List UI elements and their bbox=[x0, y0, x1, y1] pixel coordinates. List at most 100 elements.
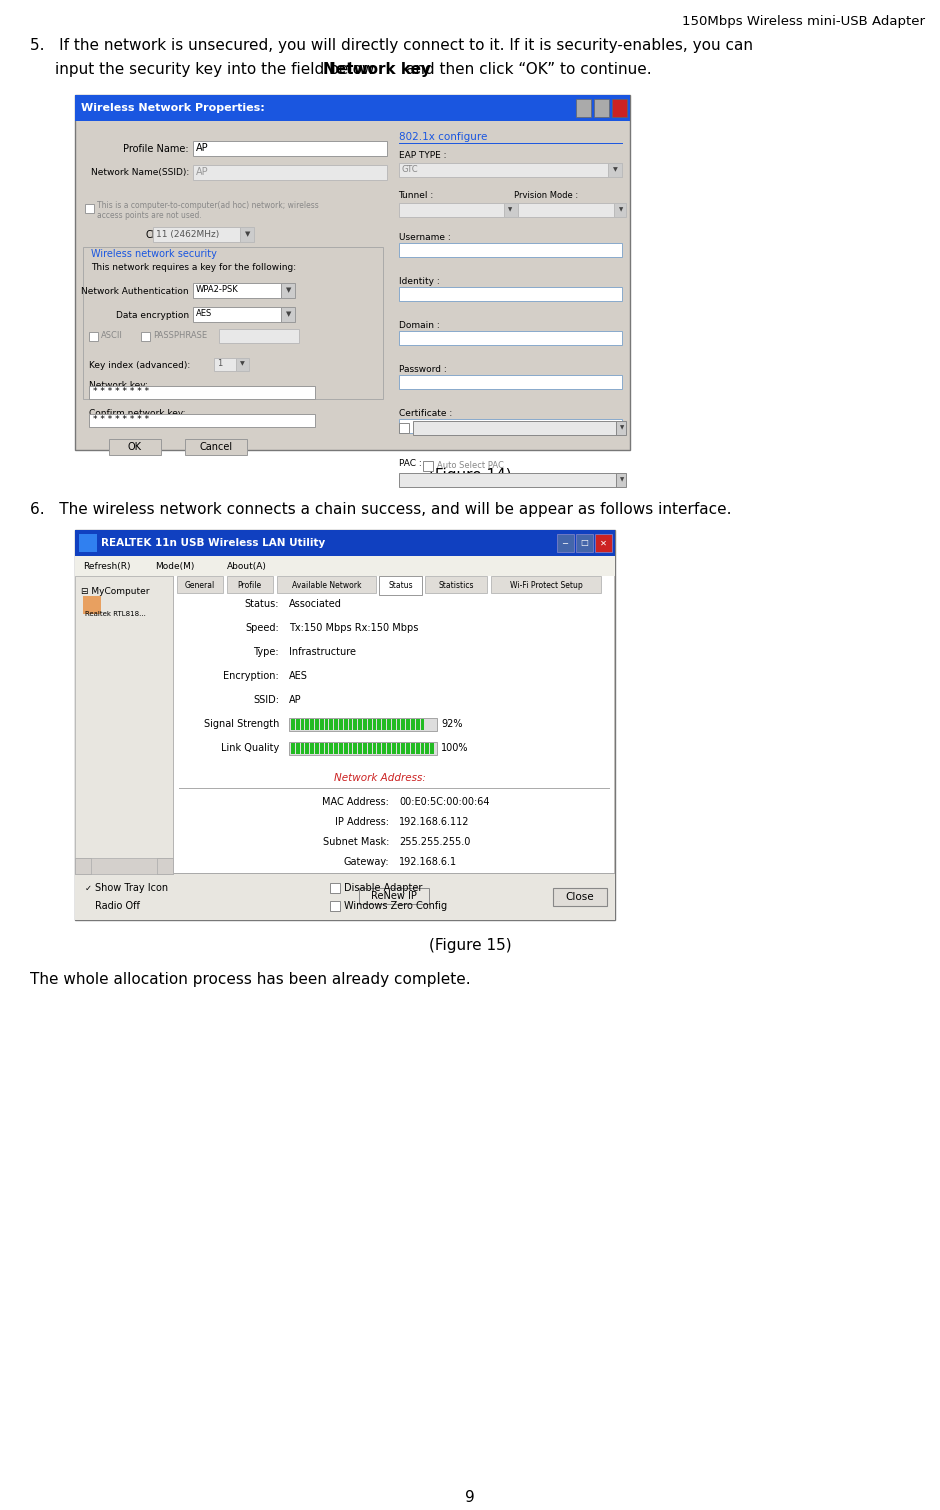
Bar bbox=[344, 743, 348, 753]
Bar bbox=[296, 719, 300, 729]
Bar bbox=[79, 535, 97, 553]
Text: Channel:: Channel: bbox=[146, 230, 189, 240]
Text: Certificate :: Certificate : bbox=[399, 409, 452, 417]
Bar bbox=[397, 743, 400, 753]
Text: Password :: Password : bbox=[399, 364, 446, 373]
Text: 192.168.6.112: 192.168.6.112 bbox=[399, 817, 469, 827]
Bar bbox=[236, 358, 249, 371]
Bar bbox=[349, 743, 352, 753]
Text: Network key: Network key bbox=[323, 62, 431, 77]
Bar bbox=[557, 535, 574, 553]
Text: Speed:: Speed: bbox=[245, 624, 279, 633]
Text: Close: Close bbox=[566, 892, 594, 901]
Text: ▼: ▼ bbox=[286, 287, 291, 293]
Text: Subnet Mask:: Subnet Mask: bbox=[322, 837, 389, 847]
Bar bbox=[380, 575, 422, 595]
Bar bbox=[413, 421, 620, 435]
Bar bbox=[329, 743, 333, 753]
Text: The whole allocation process has been already complete.: The whole allocation process has been al… bbox=[30, 972, 471, 988]
Text: ▼: ▼ bbox=[508, 207, 511, 213]
Text: Mode(M): Mode(M) bbox=[155, 562, 195, 571]
Text: ▼: ▼ bbox=[619, 207, 623, 213]
Bar bbox=[81, 901, 91, 911]
Text: Prvision Mode :: Prvision Mode : bbox=[513, 190, 578, 199]
Bar bbox=[320, 743, 323, 753]
Bar bbox=[608, 163, 622, 177]
Text: Key index (advanced):: Key index (advanced): bbox=[89, 361, 190, 370]
Text: PAC :: PAC : bbox=[399, 459, 421, 468]
Bar bbox=[612, 100, 627, 116]
Bar bbox=[276, 575, 376, 593]
Text: ─: ─ bbox=[562, 539, 568, 548]
Bar bbox=[75, 874, 615, 920]
Bar bbox=[576, 535, 593, 553]
Text: 11 (2462MHz): 11 (2462MHz) bbox=[156, 230, 219, 239]
Text: Auto Select PAC: Auto Select PAC bbox=[436, 461, 504, 470]
Bar bbox=[411, 743, 415, 753]
Bar bbox=[420, 743, 424, 753]
Bar bbox=[344, 719, 348, 729]
Bar bbox=[330, 883, 340, 892]
Text: Show Tray Icon: Show Tray Icon bbox=[95, 883, 168, 892]
Text: input the security key into the field below: input the security key into the field be… bbox=[55, 62, 380, 77]
Text: About(A): About(A) bbox=[227, 562, 267, 571]
Bar bbox=[291, 719, 295, 729]
Bar bbox=[614, 202, 626, 217]
Bar bbox=[89, 414, 315, 427]
Bar bbox=[324, 743, 328, 753]
Text: Domain :: Domain : bbox=[399, 320, 439, 329]
Bar bbox=[387, 743, 391, 753]
Text: 150Mbps Wireless mini-USB Adapter: 150Mbps Wireless mini-USB Adapter bbox=[682, 15, 925, 29]
Text: Infrastructure: Infrastructure bbox=[289, 646, 356, 657]
Bar bbox=[383, 743, 386, 753]
Bar bbox=[415, 719, 419, 729]
Bar bbox=[368, 719, 371, 729]
Bar bbox=[296, 743, 300, 753]
Text: * * * * * * * *: * * * * * * * * bbox=[93, 388, 149, 397]
Text: Profile Name:: Profile Name: bbox=[123, 143, 189, 154]
Bar bbox=[399, 374, 622, 390]
Bar bbox=[193, 165, 386, 180]
Bar bbox=[553, 888, 607, 906]
Bar bbox=[75, 530, 615, 556]
Bar bbox=[335, 743, 338, 753]
Bar bbox=[363, 743, 367, 753]
Text: WPA2-PSK: WPA2-PSK bbox=[196, 285, 239, 294]
Bar bbox=[306, 719, 309, 729]
Text: AP: AP bbox=[196, 168, 209, 177]
Bar bbox=[420, 719, 424, 729]
Bar bbox=[109, 439, 161, 455]
Text: OK: OK bbox=[128, 442, 142, 451]
Bar bbox=[75, 858, 173, 874]
Bar bbox=[214, 358, 236, 371]
Bar bbox=[75, 858, 91, 874]
Bar bbox=[193, 282, 281, 297]
Text: Disable Adapter: Disable Adapter bbox=[344, 883, 422, 892]
Bar bbox=[185, 439, 247, 455]
Text: Wireless network security: Wireless network security bbox=[91, 249, 217, 260]
Bar bbox=[75, 575, 173, 874]
Bar bbox=[349, 719, 352, 729]
Text: Cancel: Cancel bbox=[199, 442, 232, 451]
Bar bbox=[401, 719, 405, 729]
Bar bbox=[387, 719, 391, 729]
Text: 1: 1 bbox=[217, 359, 222, 368]
Bar bbox=[310, 743, 314, 753]
Bar bbox=[399, 202, 504, 217]
Text: REALTEK 11n USB Wireless LAN Utility: REALTEK 11n USB Wireless LAN Utility bbox=[101, 538, 325, 548]
Bar bbox=[335, 719, 338, 729]
Text: 00:E0:5C:00:00:64: 00:E0:5C:00:00:64 bbox=[399, 797, 490, 806]
Bar bbox=[141, 332, 150, 341]
Bar bbox=[153, 226, 241, 242]
Bar bbox=[306, 743, 309, 753]
Bar bbox=[383, 719, 386, 729]
Bar bbox=[81, 883, 91, 892]
Text: Radio Off: Radio Off bbox=[95, 901, 140, 911]
Text: 9: 9 bbox=[465, 1490, 475, 1505]
Bar bbox=[75, 530, 615, 920]
Text: ▼: ▼ bbox=[240, 361, 244, 367]
Text: Profile: Profile bbox=[238, 580, 261, 589]
Bar bbox=[518, 202, 617, 217]
Text: ▼: ▼ bbox=[245, 231, 250, 237]
Text: GTC: GTC bbox=[401, 166, 418, 175]
